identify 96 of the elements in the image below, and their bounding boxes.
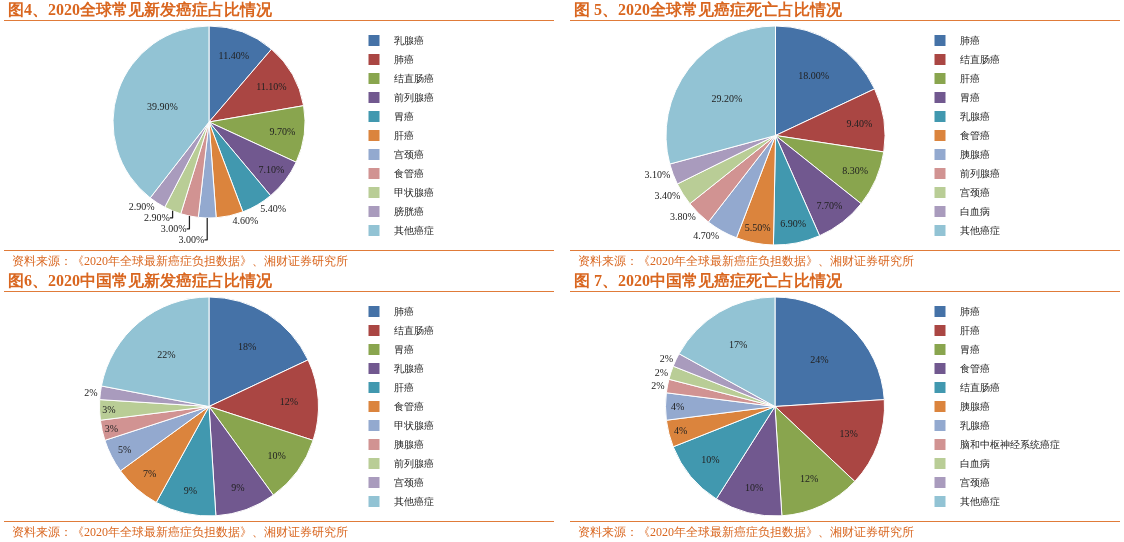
- legend-label: 白血病: [960, 458, 990, 470]
- legend-label: 其他癌症: [394, 225, 434, 237]
- legend-label: 胃癌: [394, 111, 414, 123]
- data-label: 10%: [267, 450, 286, 462]
- data-label: 3%: [104, 422, 118, 434]
- text: 资料来源：《2020年全球最新癌症负担数据》、湘财证券研究所: [570, 521, 1120, 542]
- data-label: 18%: [238, 340, 257, 352]
- data-label: 2%: [654, 366, 669, 378]
- data-label: 8.30%: [842, 164, 869, 176]
- legend-label: 肝癌: [960, 73, 980, 85]
- data-label: 3.10%: [644, 169, 671, 181]
- legend-label: 肺癌: [394, 54, 414, 66]
- data-label: 9%: [231, 481, 245, 493]
- legend-label: 宫颈癌: [394, 149, 424, 161]
- legend-label: 膀胱癌: [394, 206, 424, 218]
- legend-label: 宫颈癌: [960, 187, 990, 199]
- legend-label: 食管癌: [394, 168, 424, 180]
- data-label: 4.70%: [693, 229, 720, 241]
- data-label: 7.70%: [816, 199, 843, 211]
- legend-label: 乳腺癌: [960, 111, 990, 123]
- data-label: 7%: [142, 468, 157, 480]
- data-label: 24%: [810, 353, 829, 365]
- data-label: 17%: [728, 338, 748, 350]
- legend-label: 乳腺癌: [394, 363, 424, 375]
- legend-label: 甲状腺癌: [394, 187, 434, 199]
- data-label: 9%: [183, 484, 197, 496]
- data-label: 18.00%: [798, 69, 830, 81]
- data-label: 5.50%: [744, 221, 771, 233]
- legend-label: 肺癌: [960, 35, 980, 47]
- legend-label: 肝癌: [394, 382, 414, 394]
- legend-label: 甲状腺癌: [394, 420, 434, 432]
- data-label: 3%: [102, 404, 116, 416]
- data-label: 11.10%: [256, 81, 287, 93]
- legend-label: 肺癌: [394, 306, 414, 318]
- legend-label: 肺癌: [960, 306, 980, 318]
- data-label: 22%: [157, 349, 176, 361]
- data-label: 3.80%: [669, 210, 696, 222]
- text: 资料来源：《2020年全球最新癌症负担数据》、湘财证券研究所: [4, 521, 554, 542]
- data-label: 4%: [671, 401, 685, 412]
- text: 资料来源：《2020年全球最新癌症负担数据》、湘财证券研究所: [570, 250, 1120, 271]
- legend-label: 其他癌症: [960, 225, 1000, 237]
- data-label: 2%: [651, 380, 665, 392]
- legend-label: 胃癌: [960, 344, 980, 356]
- legend-label: 肝癌: [960, 325, 980, 337]
- legend-label: 肝癌: [394, 130, 414, 142]
- data-label: 12%: [799, 473, 819, 485]
- legend-label: 结直肠癌: [394, 325, 434, 337]
- legend-label: 结直肠癌: [960, 54, 1000, 66]
- data-label: 11.40%: [218, 49, 249, 61]
- data-label: 2%: [84, 387, 98, 399]
- legend-label: 乳腺癌: [394, 35, 424, 47]
- legend-label: 胰腺癌: [394, 439, 424, 451]
- legend-label: 胃癌: [960, 92, 980, 104]
- legend-label: 胰腺癌: [960, 149, 990, 161]
- data-label: 2.90%: [144, 212, 170, 224]
- data-label: 10%: [745, 482, 764, 494]
- legend-label: 前列腺癌: [394, 92, 434, 104]
- text: 资料来源：《2020年全球最新癌症负担数据》、湘财证券研究所: [4, 250, 554, 271]
- legend-label: 其他癌症: [960, 496, 1000, 508]
- data-label: 12%: [279, 395, 299, 407]
- legend-label: 食管癌: [960, 130, 990, 142]
- data-label: 2.90%: [128, 201, 155, 213]
- legend-label: 结直肠癌: [960, 382, 1000, 394]
- data-label: 2%: [659, 353, 674, 365]
- data-label: 4.60%: [232, 215, 259, 227]
- data-label: 9.70%: [269, 126, 296, 138]
- data-label: 3.00%: [178, 234, 205, 246]
- legend-label: 胃癌: [394, 344, 414, 356]
- legend-label: 前列腺癌: [394, 458, 434, 470]
- data-label: 3.00%: [160, 223, 187, 235]
- chart-title: 图4、2020全球常见新发癌症占比情况: [4, 0, 554, 21]
- legend-label: 结直肠癌: [394, 73, 434, 85]
- legend-label: 白血病: [960, 206, 990, 218]
- legend-label: 胰腺癌: [960, 401, 990, 413]
- data-label: 4%: [674, 425, 688, 437]
- data-label: 29.20%: [711, 92, 743, 104]
- chart-title: 图6、2020中国常见新发癌症占比情况: [4, 271, 554, 292]
- data-label: 13%: [839, 427, 858, 439]
- data-label: 3.40%: [654, 190, 681, 202]
- legend-label: 食管癌: [394, 401, 424, 413]
- legend-label: 食管癌: [960, 363, 990, 375]
- chart-title: 图 7、2020中国常见癌症死亡占比情况: [570, 271, 1120, 292]
- data-label: 6.90%: [780, 218, 807, 230]
- legend-label: 宫颈癌: [394, 477, 424, 489]
- legend-label: 前列腺癌: [960, 168, 1000, 180]
- legend-label: 乳腺癌: [960, 420, 990, 432]
- legend-label: 脑和中枢神经系统癌症: [960, 439, 1060, 451]
- chart-title: 图 5、2020全球常见癌症死亡占比情况: [570, 0, 1120, 21]
- legend-label: 其他癌症: [394, 496, 434, 508]
- data-label: 9.40%: [846, 117, 873, 129]
- data-label: 5%: [117, 443, 132, 455]
- legend-label: 宫颈癌: [960, 477, 990, 489]
- data-label: 39.90%: [146, 100, 178, 112]
- data-label: 5.40%: [260, 203, 287, 215]
- data-label: 10%: [701, 454, 720, 466]
- data-label: 7.10%: [258, 164, 285, 176]
